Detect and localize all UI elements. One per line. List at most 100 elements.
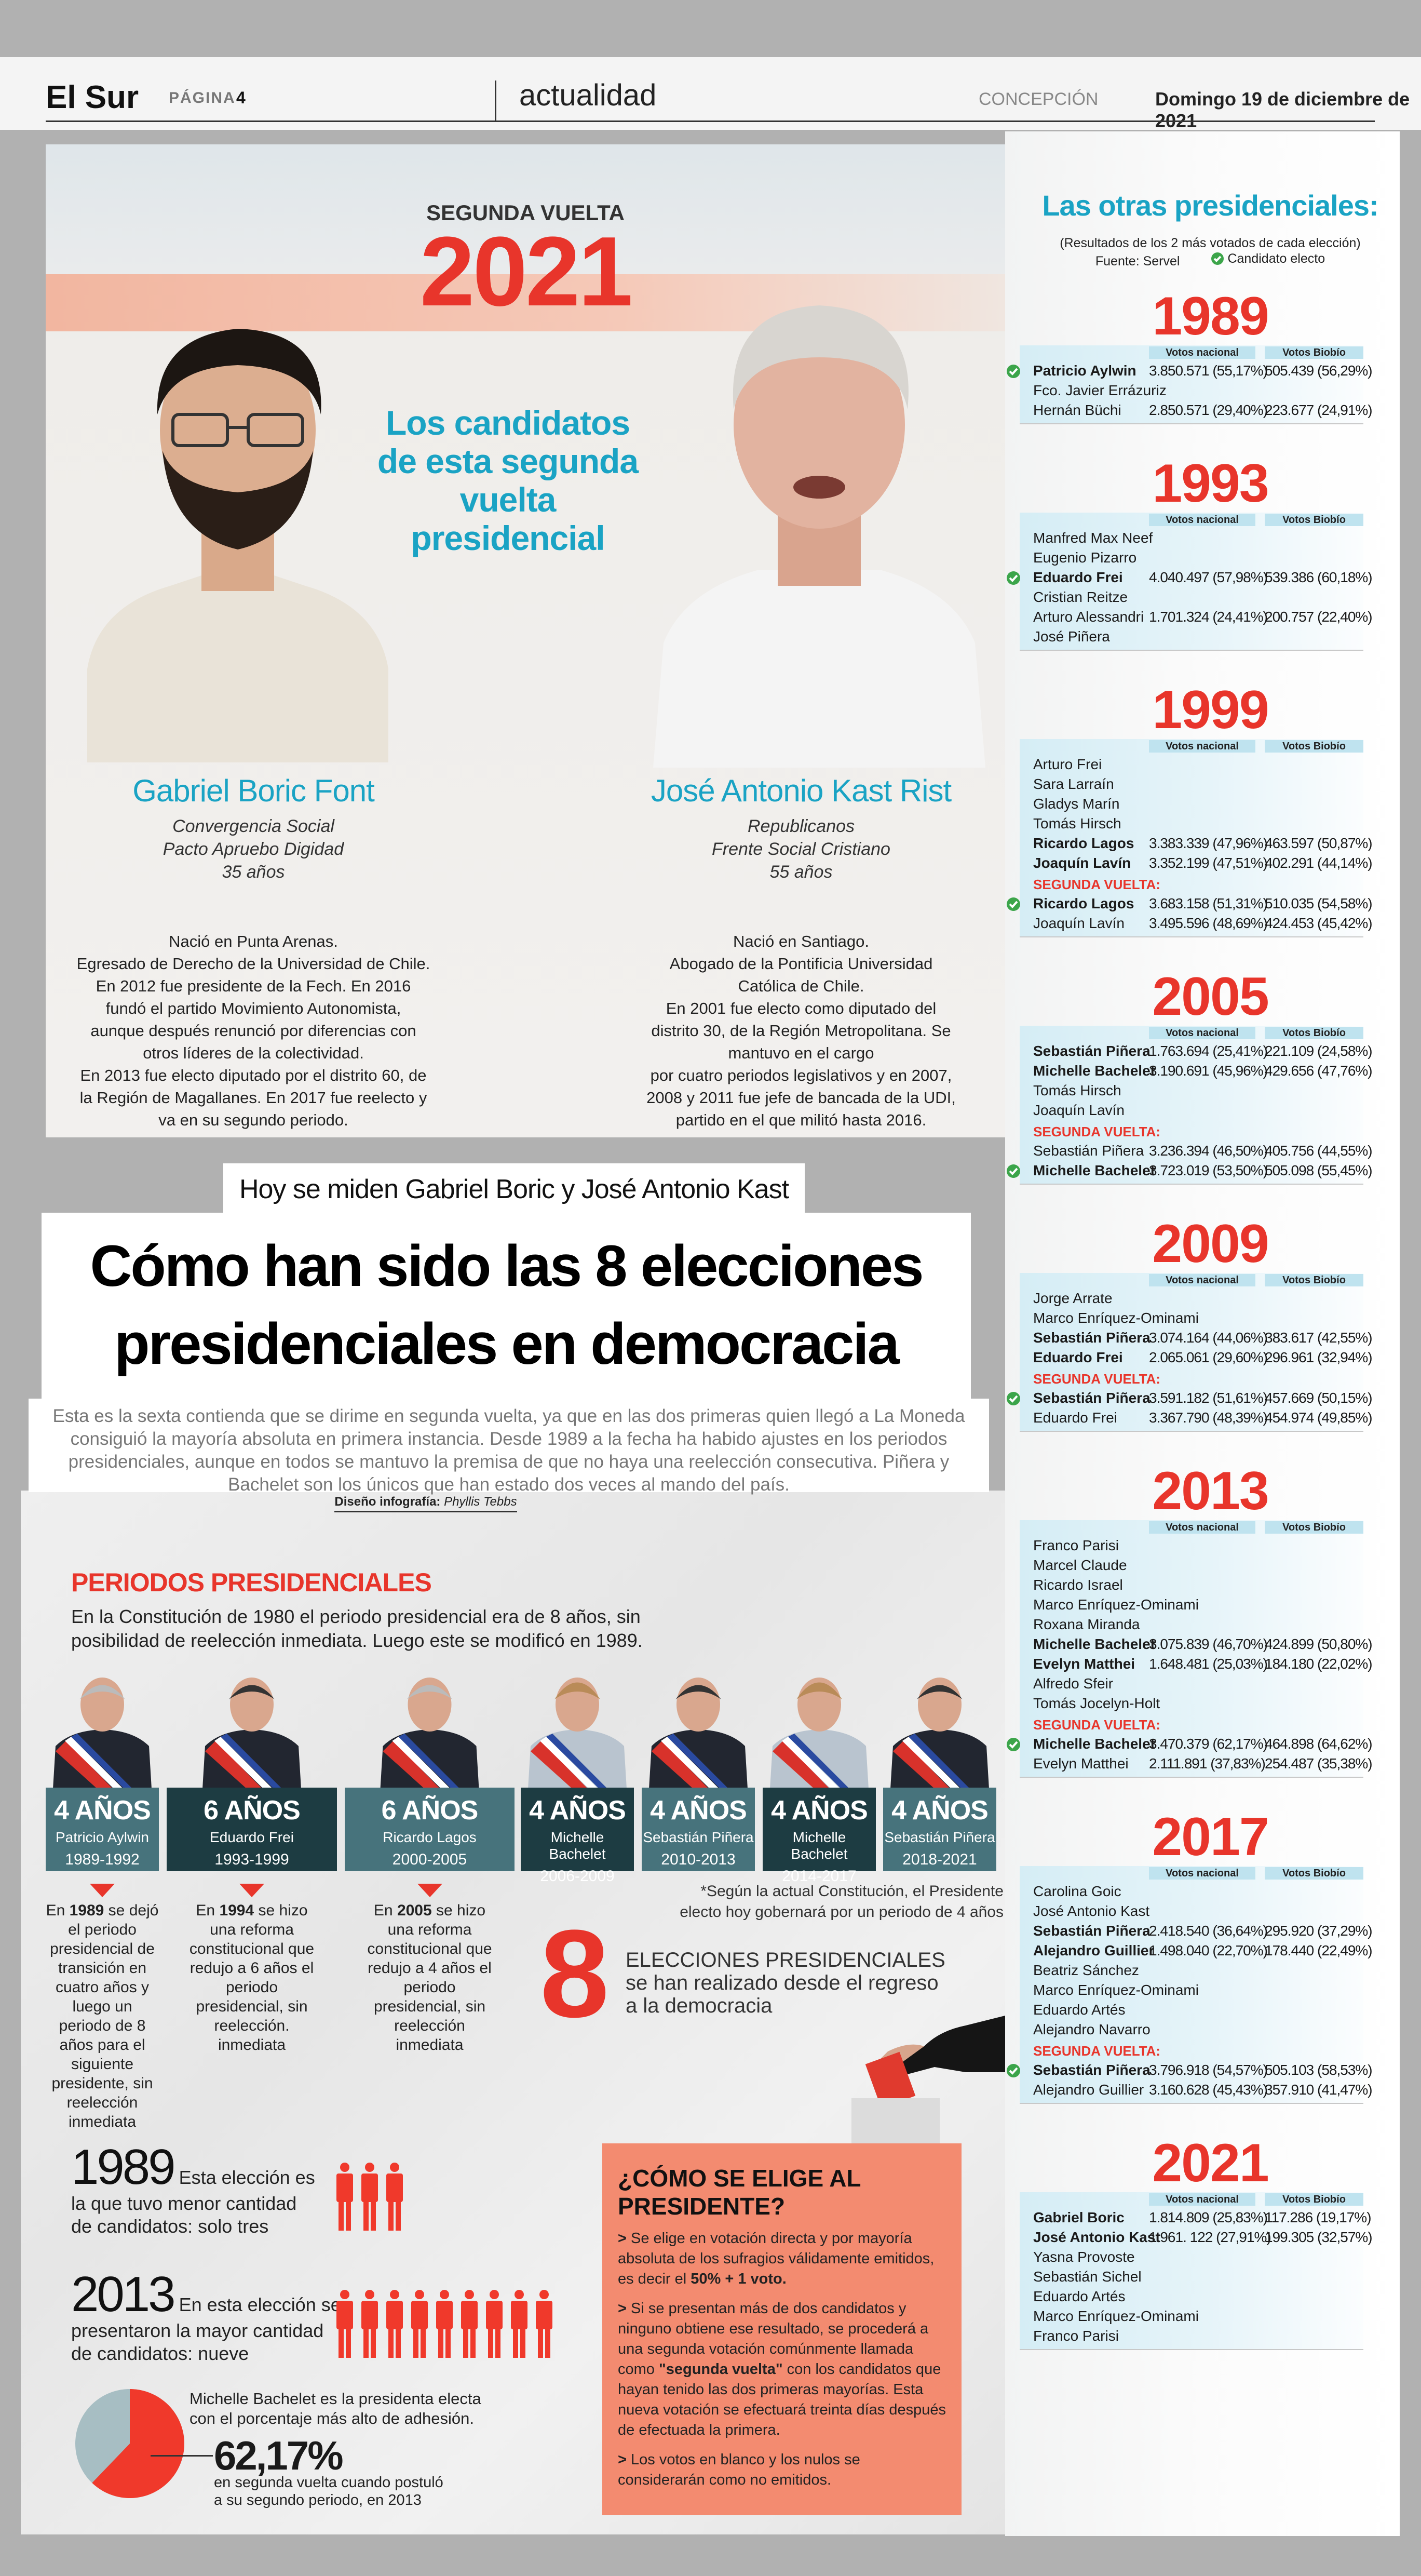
meta-line: 35 años — [222, 862, 285, 882]
election-2017: 2017 Votos nacional Votos Biobío Carolina G… — [1005, 1808, 1400, 2104]
legend-text: Candidato electo — [1227, 251, 1325, 266]
table-header: Votos nacional Votos Biobío — [1020, 2193, 1363, 2208]
check-icon — [1007, 571, 1020, 585]
periods-intro: En la Constitución de 1980 el periodo pr… — [71, 1605, 643, 1653]
election-1999: 1999 Votos nacional Votos Biobío Arturo Fre… — [1005, 681, 1400, 937]
how-title-line: ¿CÓMO SE ELIGE AL — [618, 2165, 861, 2192]
president-name: Ricardo Lagos — [383, 1829, 477, 1845]
eight-line: a la democracia — [626, 1994, 773, 2017]
person-icon — [536, 2290, 552, 2358]
person-icon — [386, 2290, 403, 2358]
col-national: Votos nacional — [1149, 346, 1255, 359]
election-2005: 2005 Votos nacional Votos Biobío Sebastián … — [1005, 968, 1400, 1185]
votes-biobio: 424.899 (50,80%) — [1265, 1636, 1373, 1652]
candidate-row: Franco Parisi — [1020, 1536, 1363, 1555]
candidate-row: Eduardo Artés — [1020, 2287, 1363, 2306]
intro-line: posibilidad de reelección inmediata. Lue… — [71, 1630, 643, 1651]
president-name: Michelle Bachelet — [549, 1829, 606, 1862]
candidate-name: Alejandro Navarro — [1033, 2021, 1151, 2037]
candidate-row: Alejandro Guillier 3.160.628 (45,43%) 357.… — [1020, 2080, 1373, 2100]
bio-line: Abogado de la Pontificia Universidad — [669, 955, 933, 973]
candidate-name: Tomás Jocelyn-Holt — [1033, 1695, 1160, 1711]
candidate-name: Eugenio Pizarro — [1033, 549, 1137, 566]
candidate-name: Roxana Miranda — [1033, 1616, 1140, 1632]
candidate-row: Alejandro Navarro — [1020, 2020, 1363, 2040]
votes-biobio: 457.669 (50,15%) — [1265, 1390, 1373, 1406]
candidate-name: Jorge Arrate — [1033, 1290, 1113, 1306]
meta-line: Pacto Apruebo Digidad — [163, 839, 344, 859]
ballot-hand-icon — [851, 2015, 1007, 2145]
candidate-row: José Antonio Kast — [1020, 1901, 1363, 1921]
votes-national: 3.160.628 (45,43%) — [1149, 2082, 1268, 2098]
fact-text: la que tuvo menor cantidad — [71, 2193, 297, 2214]
candidate-row: Tomás Hirsch — [1020, 814, 1363, 834]
candidate-row: Sebastián Piñera 1.763.694 (25,41%) 221.10… — [1020, 1041, 1373, 1061]
second-round-label: SEGUNDA VUELTA: — [1033, 2043, 1161, 2059]
col-biobio: Votos Biobío — [1265, 1274, 1363, 1286]
president-name: Sebastián Piñera — [643, 1829, 754, 1845]
how-text: Si se presentan más de dos candidatos y … — [618, 2300, 929, 2378]
votes-biobio: 383.617 (42,55%) — [1265, 1330, 1373, 1346]
eight-number: 8 — [540, 1904, 610, 2043]
votes-biobio: 223.677 (24,91%) — [1265, 402, 1373, 418]
other-elections-column: Las otras presidenciales: (Resultados de… — [1005, 131, 1400, 2536]
how-point-1: > Se elige en votación directa y por may… — [618, 2230, 935, 2287]
person-icon — [411, 2290, 428, 2358]
boric-photo — [87, 329, 388, 762]
election-2013: 2013 Votos nacional Votos Biobío Franco Par… — [1005, 1462, 1400, 1778]
election-2021: 2021 Votos nacional Votos Biobío Gabriel Bo… — [1005, 2134, 1400, 2350]
president-photo — [53, 1678, 152, 1789]
president-box: 6 AÑOS Eduardo Frei 1993-1999 — [167, 1788, 337, 1871]
reform-note: En 2005 se hizo una reforma constitucion… — [367, 1902, 492, 2054]
candidate-row: Tomás Jocelyn-Holt — [1020, 1694, 1363, 1713]
second-round-label: SEGUNDA VUELTA: — [1033, 1371, 1161, 1387]
legend-elected: Candidato electo — [1211, 251, 1325, 266]
how-title-line: PRESIDENTE? — [618, 2193, 786, 2220]
president-box: 6 AÑOS Ricardo Lagos 2000-2005 — [345, 1788, 515, 1871]
president-box: 4 AÑOS Michelle Bachelet 2006-2009 — [521, 1788, 634, 1885]
bio-line: En 2012 fue presidente de la Fech. En 20… — [96, 977, 411, 995]
votes-national: 3.796.918 (54,57%) — [1149, 2062, 1268, 2078]
pie-leader-line — [151, 2455, 213, 2457]
results-table: Votos nacional Votos Biobío Manfred Max Ne… — [1007, 513, 1373, 651]
votes-biobio: 429.656 (47,76%) — [1265, 1063, 1373, 1079]
candidate-name: Michelle Bachelet — [1033, 1162, 1155, 1178]
candidate-boric: Gabriel Boric Font Convergencia Social Pa… — [46, 773, 466, 1131]
votes-biobio: 117.286 (19,17%) — [1265, 2209, 1372, 2225]
candidate-name: Gladys Marín — [1033, 796, 1120, 812]
bachelet-line: con el porcentaje más alto de adhesión. — [190, 2409, 475, 2427]
votes-national: 3.352.199 (47,51%) — [1149, 855, 1268, 871]
second-round-label: SEGUNDA VUELTA: — [1033, 877, 1161, 892]
bio-line: partido en el que militó hasta 2016. — [675, 1111, 927, 1129]
candidate-name: Sebastián Piñera — [1033, 1143, 1144, 1159]
candidate-row: Yasna Provoste — [1020, 2247, 1363, 2267]
president-box: 4 AÑOS Sebastián Piñera 2010-2013 — [642, 1788, 755, 1871]
candidate-name: José Antonio Kast — [1033, 1903, 1150, 1919]
col-national: Votos nacional — [1149, 2193, 1255, 2206]
bachelet-subtext: en segunda vuelta cuando postuló a su se… — [214, 2474, 443, 2509]
bachelet-line: Michelle Bachelet es la presidenta elect… — [190, 2390, 481, 2408]
eight-line: se han realizado desde el regreso — [626, 1971, 939, 1994]
votes-national: 3.367.790 (48,39%) — [1149, 1410, 1268, 1426]
how-president-elected-box: ¿CÓMO SE ELIGE AL PRESIDENTE? > Se elige … — [602, 2143, 962, 2515]
candidate-row: Alfredo Sfeir — [1020, 1674, 1363, 1694]
votes-national: 1.961. 122 (27,91%) — [1149, 2229, 1271, 2245]
candidate-name: José Piñera — [1033, 628, 1110, 645]
results-table: Votos nacional Votos Biobío Sebastián Piñe… — [1007, 1026, 1373, 1185]
person-icon — [336, 2163, 353, 2231]
second-round-label: SEGUNDA VUELTA: — [1033, 1124, 1161, 1139]
candidate-row: Sara Larraín — [1020, 774, 1363, 794]
fact-block: 1989 Esta elección es la que tuvo menor c… — [71, 2142, 315, 2238]
how-point-2: > Si se presentan más de dos candidatos … — [618, 2300, 946, 2438]
results-table: Votos nacional Votos Biobío Arturo Frei Sar… — [1007, 739, 1373, 937]
results-table: Votos nacional Votos Biobío Gabriel Boric 1… — [1020, 2192, 1373, 2350]
candidate-name: Eduardo Frei — [1033, 1410, 1117, 1426]
candidate-row: Manfred Max Neef — [1020, 528, 1363, 548]
candidate-row: Jorge Arrate — [1020, 1289, 1363, 1308]
candidate-name: Eduardo Artés — [1033, 2002, 1126, 2018]
candidate-name: Alejandro Guillier — [1033, 1942, 1155, 1958]
how-point-3: > Los votos en blanco y los nulos se con… — [618, 2451, 860, 2488]
candidate-name: Sebastián Piñera — [1033, 2062, 1151, 2078]
table-header: Votos nacional Votos Biobío — [1020, 1867, 1363, 1882]
bachelet-text: Michelle Bachelet es la presidenta elect… — [190, 2389, 481, 2429]
